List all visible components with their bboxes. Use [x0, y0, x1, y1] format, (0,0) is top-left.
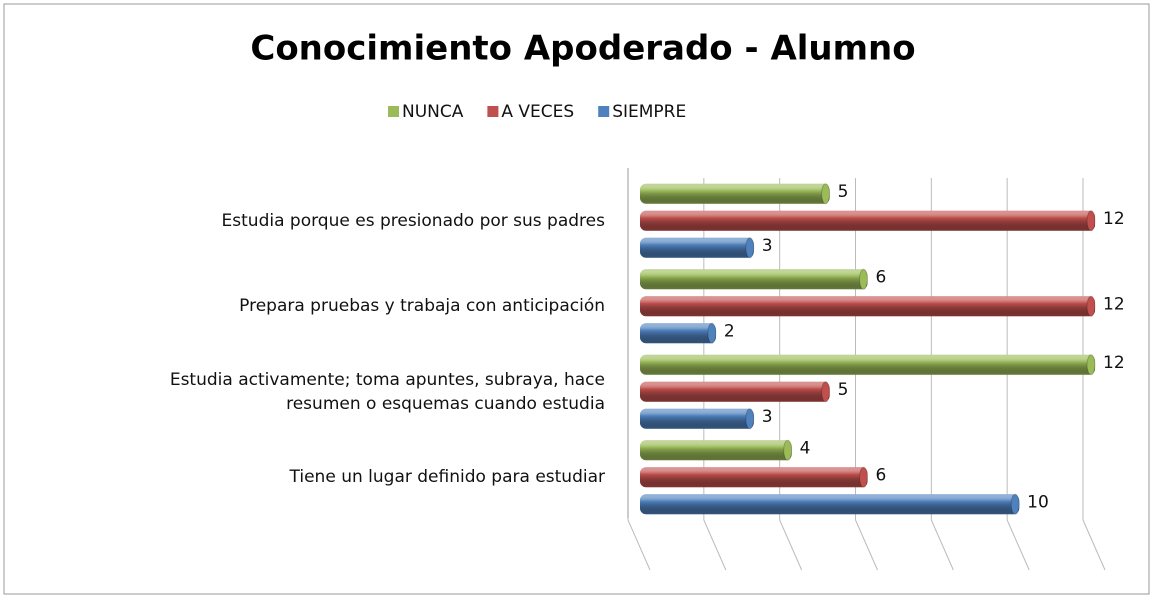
- bar-shade: [640, 467, 868, 488]
- legend-label: A VECES: [501, 102, 574, 122]
- bar-shade: [640, 354, 1095, 375]
- grid-floor-line: [855, 519, 878, 571]
- bar-shade: [640, 210, 1095, 231]
- value-label: 12: [1103, 353, 1125, 373]
- category-label: Tiene un lugar definido para estudiar: [289, 467, 605, 488]
- bar-cap: [821, 183, 831, 205]
- grid-floor-line: [1006, 519, 1030, 571]
- legend-label: NUNCA: [402, 102, 464, 122]
- legend-label: SIEMPRE: [612, 102, 686, 122]
- bar-cap: [1086, 210, 1096, 232]
- legend-swatch: [598, 106, 610, 117]
- bar-shade: [640, 296, 1095, 317]
- value-label: 3: [762, 236, 773, 256]
- chart-border: [3, 3, 1150, 595]
- grid-floor-line: [779, 519, 803, 571]
- value-label: 12: [1103, 209, 1125, 229]
- bar-shade: [640, 323, 716, 344]
- category-label: Prepara pruebas y trabaja con anticipaci…: [239, 296, 605, 317]
- value-label: 12: [1103, 294, 1125, 314]
- bar-cap: [859, 466, 868, 488]
- grid-floor-line: [930, 519, 954, 571]
- bar-cap: [783, 439, 793, 461]
- grid-floor-line: [1082, 519, 1106, 571]
- legend-swatch: [487, 106, 499, 117]
- value-label: 5: [838, 182, 849, 202]
- bar-shade: [640, 269, 868, 290]
- bar-cap: [707, 322, 717, 344]
- bar-cap: [745, 408, 755, 430]
- value-label: 6: [876, 267, 887, 287]
- bar-shade: [640, 408, 754, 429]
- bar-cap: [745, 237, 755, 259]
- value-label: 10: [1027, 492, 1049, 512]
- value-label: 2: [724, 321, 735, 341]
- bar-cap: [821, 381, 831, 403]
- value-label: 4: [800, 438, 811, 458]
- bar-cap: [1086, 354, 1096, 376]
- chart-title: Conocimiento Apoderado - Alumno: [250, 29, 915, 69]
- category-label: Estudia porque es presionado por sus pad…: [221, 210, 605, 231]
- bar-shade: [640, 381, 830, 402]
- bar-shade: [640, 237, 754, 258]
- bar-cap: [1086, 295, 1096, 317]
- bar-shade: [640, 183, 830, 204]
- bar-shade: [640, 494, 1020, 515]
- bar-shade: [640, 440, 792, 461]
- value-label: 3: [762, 407, 773, 427]
- grid-floor-line: [627, 519, 651, 571]
- value-label: 5: [838, 380, 849, 400]
- grid-floor-line: [703, 519, 727, 571]
- bar-cap: [1010, 493, 1020, 515]
- category-label: Estudia activamente; toma apuntes, subra…: [169, 369, 605, 414]
- bar-cap: [859, 268, 868, 290]
- legend-swatch: [388, 106, 399, 117]
- value-label: 6: [876, 465, 887, 485]
